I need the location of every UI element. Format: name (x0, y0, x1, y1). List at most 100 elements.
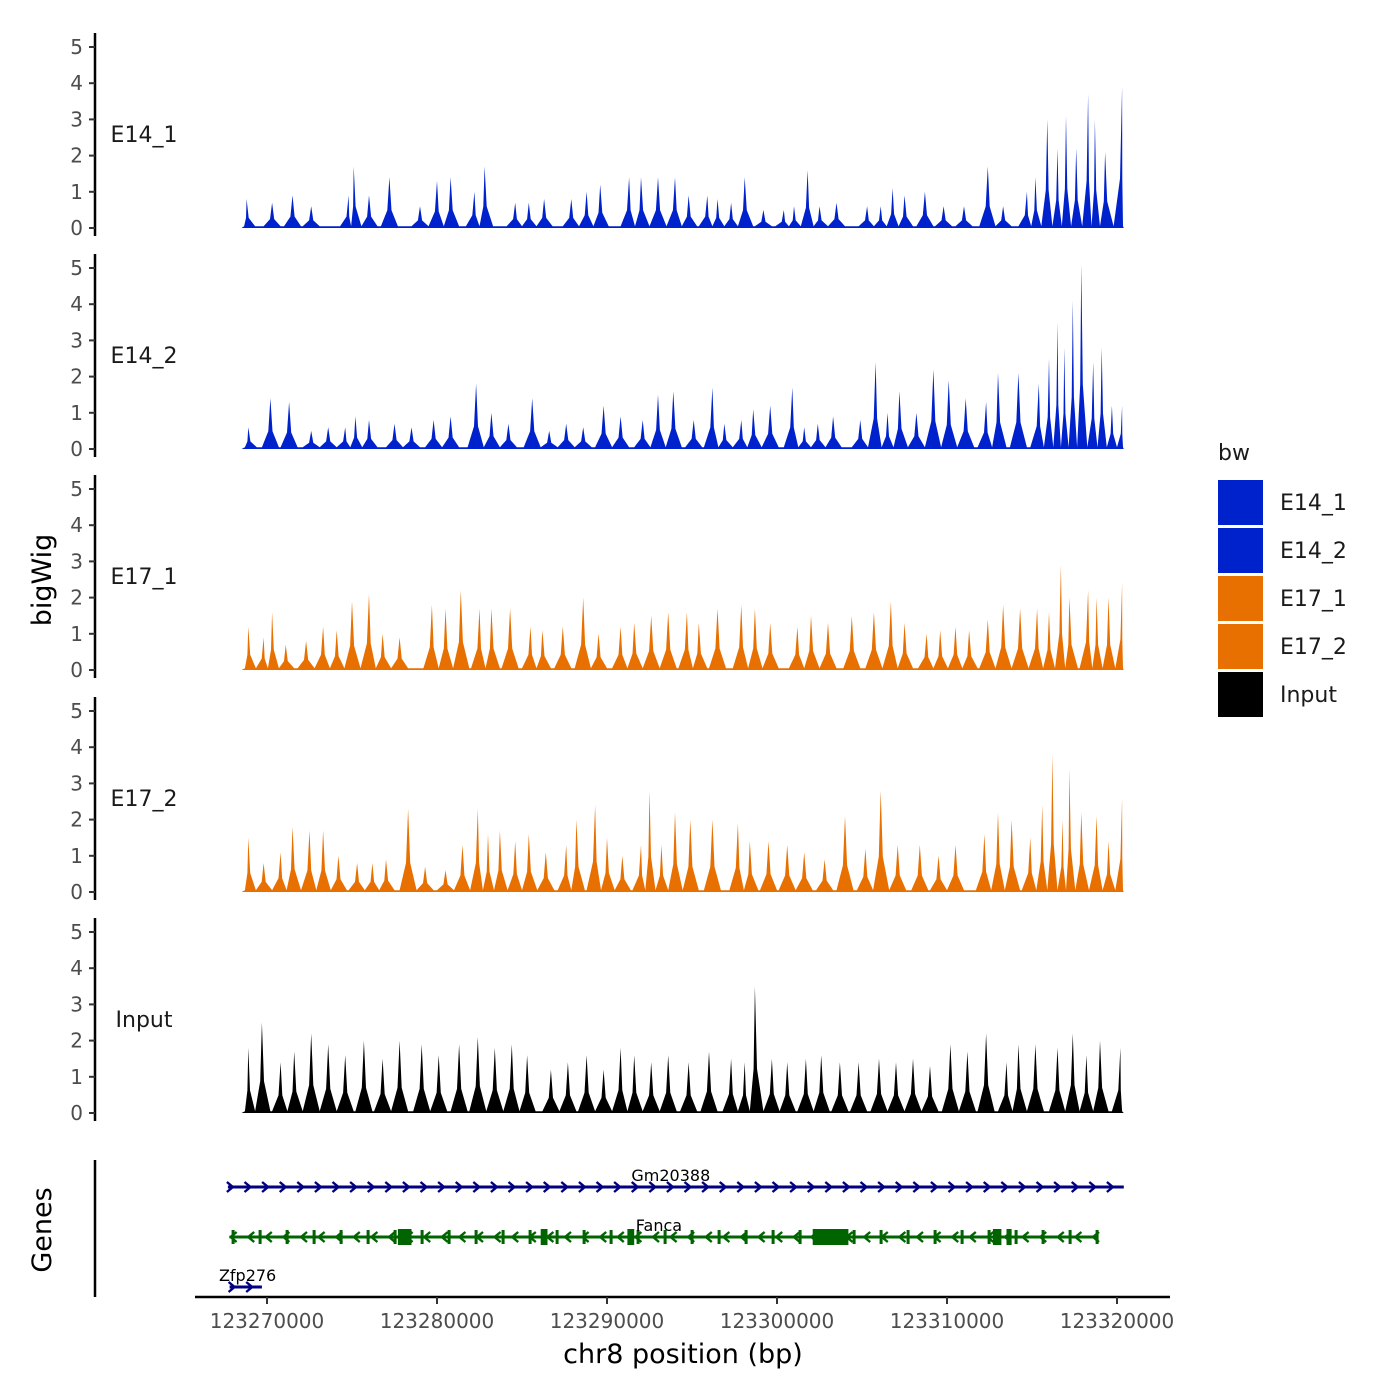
exon-tick (528, 1230, 532, 1244)
strand-chevron (791, 1231, 801, 1243)
track-label: E17_2 (111, 787, 178, 812)
exon-tick (420, 1230, 424, 1244)
strand-chevron (525, 1181, 534, 1193)
y-tick-label: 1 (70, 844, 83, 868)
x-tick-label: 123300000 (720, 1309, 835, 1333)
strand-chevron (806, 1181, 816, 1193)
y-tick-label: 5 (70, 477, 83, 501)
strand-chevron (930, 1181, 939, 1193)
legend-entry: E17_1 (1218, 576, 1347, 621)
y-tick-label: 0 (70, 880, 83, 904)
signal-area (241, 264, 1124, 449)
track-label: Input (116, 1008, 173, 1033)
legend-entry: E17_2 (1218, 624, 1347, 669)
legend-swatch (1218, 672, 1263, 717)
exon-tick (717, 1230, 721, 1244)
exon-block (627, 1229, 635, 1245)
strand-chevron (947, 1181, 957, 1193)
strand-chevron (1070, 1181, 1080, 1193)
strand-chevron (651, 1231, 660, 1243)
y-tick-label: 1 (70, 180, 83, 204)
track-e17-2: 0 1 2 3 4 5 E17_2 (70, 697, 1124, 904)
track-input: 0 1 2 3 4 5 Input (70, 918, 1124, 1125)
strand-chevron (703, 1231, 713, 1243)
strand-chevron (950, 1231, 959, 1243)
bigwig-tracks: 0 1 2 3 4 5 E14_1 0 1 2 3 4 5 E14_2 0 1 2 3 4 5 E17_1 0 1 2 3 4 5 E… (70, 33, 1124, 1125)
gene-label: Zfp276 (219, 1266, 276, 1285)
strand-chevron (668, 1231, 678, 1243)
strand-chevron (419, 1181, 429, 1193)
exon-tick (1068, 1230, 1072, 1244)
strand-chevron (1053, 1181, 1062, 1193)
exon-tick (744, 1230, 748, 1244)
y-axis-title: bigWig (27, 534, 58, 627)
exon-tick (366, 1230, 370, 1244)
y-tick-label: 1 (70, 1065, 83, 1089)
y-tick-label: 2 (70, 365, 83, 389)
track-label: E14_2 (111, 344, 178, 369)
strand-chevron (296, 1181, 306, 1193)
strand-chevron (366, 1181, 376, 1193)
strand-chevron (226, 1181, 235, 1193)
strand-chevron (560, 1181, 570, 1193)
strand-chevron (384, 1181, 394, 1193)
legend-entry: E14_2 (1218, 528, 1347, 573)
legend-swatch (1218, 576, 1263, 621)
strand-chevron (369, 1231, 379, 1243)
track-e17-1: 0 1 2 3 4 5 E17_1 (70, 475, 1124, 682)
track-e14-2: 0 1 2 3 4 5 E14_2 (70, 254, 1124, 461)
track-label: E17_1 (111, 565, 178, 590)
x-axis-title: chr8 position (bp) (563, 1339, 803, 1370)
strand-chevron (1000, 1181, 1010, 1193)
strand-chevron (510, 1231, 519, 1243)
legend-title: bw (1218, 441, 1250, 466)
exon-tick (1014, 1230, 1018, 1244)
strand-chevron (1035, 1181, 1045, 1193)
exon-tick (285, 1230, 289, 1244)
y-tick-label: 3 (70, 992, 83, 1016)
y-tick-label: 5 (70, 920, 83, 944)
exon-block (992, 1229, 1002, 1245)
y-tick-label: 3 (70, 107, 83, 131)
y-tick-label: 4 (70, 71, 83, 95)
strand-chevron (842, 1181, 851, 1193)
y-tick-label: 3 (70, 328, 83, 352)
exon-tick (312, 1230, 316, 1244)
strand-chevron (437, 1181, 446, 1193)
strand-chevron (630, 1181, 640, 1193)
strand-chevron (736, 1181, 746, 1193)
legend-label: E14_1 (1280, 491, 1347, 516)
exon-tick (987, 1230, 991, 1244)
exon-tick (1095, 1230, 1099, 1244)
y-tick-label: 1 (70, 401, 83, 425)
strand-chevron (1106, 1181, 1115, 1193)
strand-chevron (349, 1181, 358, 1193)
strand-chevron (263, 1231, 273, 1243)
strand-chevron (613, 1181, 622, 1193)
legend-label: Input (1280, 683, 1337, 708)
strand-chevron (965, 1181, 974, 1193)
strand-chevron (897, 1231, 907, 1243)
x-tick-label: 123270000 (210, 1309, 325, 1333)
strand-chevron (422, 1231, 431, 1243)
track-label: E14_1 (111, 123, 178, 148)
strand-chevron (894, 1181, 904, 1193)
gene-annotation-track: Gm20388 Fanca Zfp276 (93, 1160, 1124, 1297)
strand-chevron (331, 1181, 341, 1193)
exon-block (812, 1229, 849, 1245)
y-tick-label: 4 (70, 513, 83, 537)
strand-chevron (299, 1231, 308, 1243)
legend-entry: Input (1218, 672, 1337, 717)
exon-tick (933, 1230, 937, 1244)
exon-tick (690, 1230, 694, 1244)
exon-tick (231, 1230, 235, 1244)
strand-chevron (859, 1181, 869, 1193)
strand-chevron (1018, 1181, 1027, 1193)
strand-chevron (789, 1181, 798, 1193)
strand-chevron (472, 1181, 482, 1193)
strand-chevron (507, 1181, 517, 1193)
strand-chevron (246, 1231, 255, 1243)
exon-tick (609, 1230, 613, 1244)
exon-tick (339, 1230, 343, 1244)
exon-tick (501, 1230, 505, 1244)
